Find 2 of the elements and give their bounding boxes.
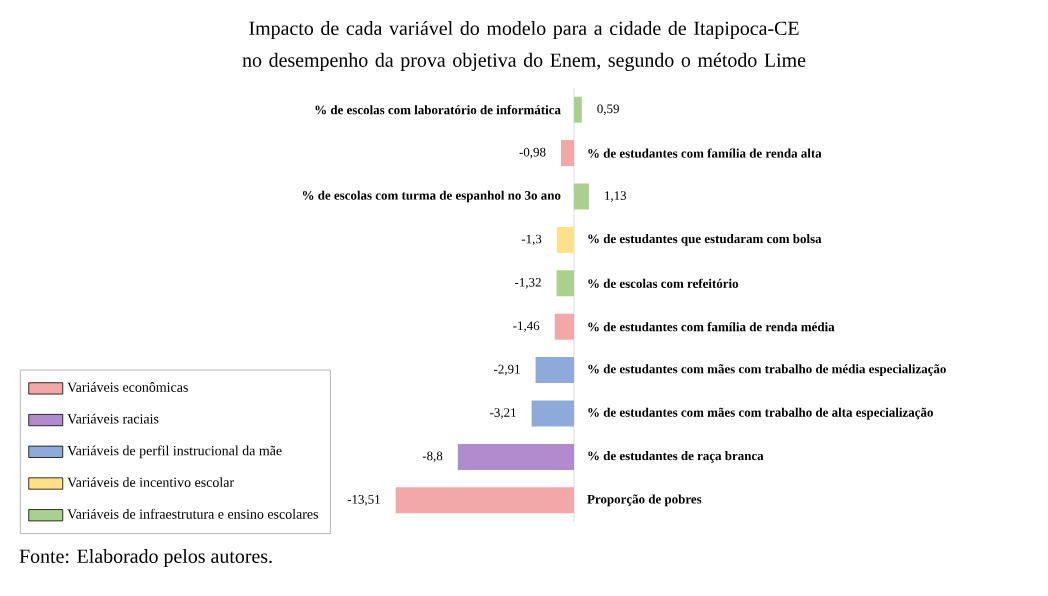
chart-title: Impacto de cada variável do modelo para a cidade de Itapipoca-CE no desempenho da prova objetiva do Enem, segundo o método Lime (242, 20, 806, 72)
source-note: Fonte: Elaborado pelos autores. (19, 548, 272, 568)
